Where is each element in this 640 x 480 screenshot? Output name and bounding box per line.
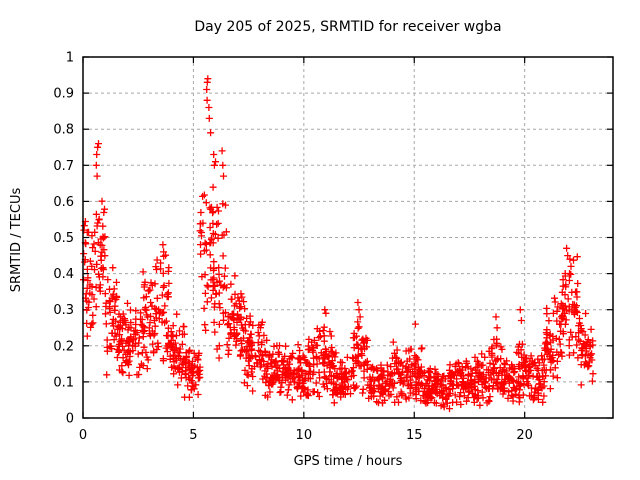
x-tick-label: 20 <box>516 428 533 443</box>
y-tick-label: 0.7 <box>53 159 74 174</box>
gridlines <box>83 57 613 418</box>
y-tick-label: 0.2 <box>53 339 74 354</box>
x-tick-label: 5 <box>189 428 197 443</box>
y-tick-label: 0.3 <box>53 303 74 318</box>
chart-title: Day 205 of 2025, SRMTID for receiver wgb… <box>194 19 501 35</box>
y-tick-label: 0.9 <box>53 87 74 102</box>
y-tick-label: 0 <box>66 412 74 427</box>
x-axis-label: GPS time / hours <box>294 454 403 469</box>
y-axis-label: SRMTID / TECUs <box>9 188 24 293</box>
y-tick-label: 1 <box>66 51 74 66</box>
x-tick-label: 15 <box>406 428 423 443</box>
y-tick-label: 0.6 <box>53 195 74 210</box>
scatter-points <box>80 75 597 413</box>
y-tick-label: 0.4 <box>53 267 74 282</box>
plot-border <box>82 56 614 419</box>
y-tick-label: 0.5 <box>53 231 74 246</box>
data-point-markers <box>80 75 597 413</box>
y-tick-label: 0.8 <box>53 123 74 138</box>
x-tick-label: 0 <box>79 428 87 443</box>
x-tick-label: 10 <box>296 428 313 443</box>
y-tick-label: 0.1 <box>53 375 74 390</box>
